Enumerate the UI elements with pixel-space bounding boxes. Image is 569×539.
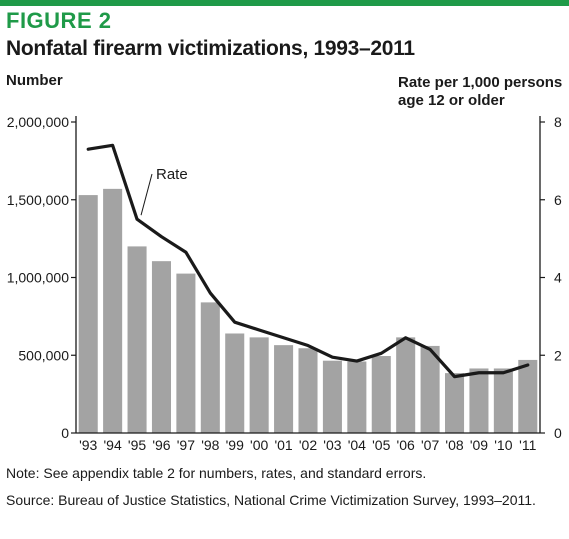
left-tick-label-4: 2,000,000 (7, 114, 69, 130)
bar-10 (322, 360, 342, 433)
chart-source: Source: Bureau of Justice Statistics, Na… (6, 492, 536, 508)
bar-1 (103, 188, 123, 433)
x-tick-label-0: '93 (79, 437, 97, 453)
right-tick-label-3: 6 (554, 192, 562, 208)
chart-note: Note: See appendix table 2 for numbers, … (6, 465, 427, 481)
x-tick-label-10: '03 (323, 437, 341, 453)
x-tick-label-17: '10 (494, 437, 512, 453)
left-tick-label-0: 0 (61, 425, 69, 441)
annotations: Rate (140, 166, 188, 216)
right-tick-label-1: 2 (554, 347, 562, 363)
left-tick-label-2: 1,000,000 (7, 270, 69, 286)
figure-label: FIGURE 2 (6, 8, 112, 33)
x-tick-label-16: '09 (470, 437, 488, 453)
x-tick-label-7: '00 (250, 437, 268, 453)
bar-13 (396, 337, 416, 433)
x-tick-label-12: '05 (372, 437, 390, 453)
x-tick-label-18: '11 (519, 437, 536, 453)
bar-4 (176, 273, 196, 433)
x-tick-label-8: '01 (274, 437, 292, 453)
top-rule (0, 0, 569, 6)
bar-9 (298, 348, 318, 433)
axes: 0 500,000 1,000,000 1,500,000 2,000,000 0 2 4 6 8… (7, 114, 562, 453)
bar-14 (420, 345, 440, 433)
right-tick-label-2: 4 (554, 270, 562, 286)
x-tick-label-5: '98 (201, 437, 219, 453)
bar-17 (493, 368, 513, 433)
x-tick-label-6: '99 (226, 437, 244, 453)
left-tick-label-1: 500,000 (18, 347, 69, 363)
bar-11 (347, 361, 367, 433)
x-tick-label-3: '96 (152, 437, 170, 453)
x-tick-label-9: '02 (299, 437, 317, 453)
bar-12 (371, 356, 391, 433)
right-axis-title: Rate per 1,000 persons age 12 or older (398, 74, 563, 109)
bar-8 (274, 345, 294, 433)
x-tick-label-11: '04 (348, 437, 366, 453)
left-axis-title: Number (6, 72, 63, 89)
rate-annotation-leader (140, 173, 153, 216)
x-tick-label-14: '07 (421, 437, 439, 453)
bar-3 (151, 261, 171, 433)
rate-annotation-label: Rate (156, 166, 188, 183)
x-tick-label-2: '95 (128, 437, 146, 453)
bar-15 (445, 373, 465, 433)
bar-0 (78, 195, 98, 433)
rate-line (86, 143, 530, 379)
bar-16 (469, 368, 489, 433)
bar-18 (518, 359, 538, 433)
bar-2 (127, 246, 147, 433)
x-tick-label-13: '06 (397, 437, 415, 453)
right-tick-label-0: 0 (554, 425, 562, 441)
left-tick-label-3: 1,500,000 (7, 192, 69, 208)
figure-title: Nonfatal firearm victimizations, 1993–20… (6, 37, 415, 60)
x-tick-label-15: '08 (445, 437, 463, 453)
bar-7 (249, 337, 269, 433)
bar-5 (200, 302, 220, 433)
right-tick-label-4: 8 (554, 114, 562, 130)
x-tick-label-4: '97 (177, 437, 195, 453)
x-tick-label-1: '94 (104, 437, 122, 453)
bars (78, 188, 538, 433)
bar-6 (225, 333, 245, 433)
